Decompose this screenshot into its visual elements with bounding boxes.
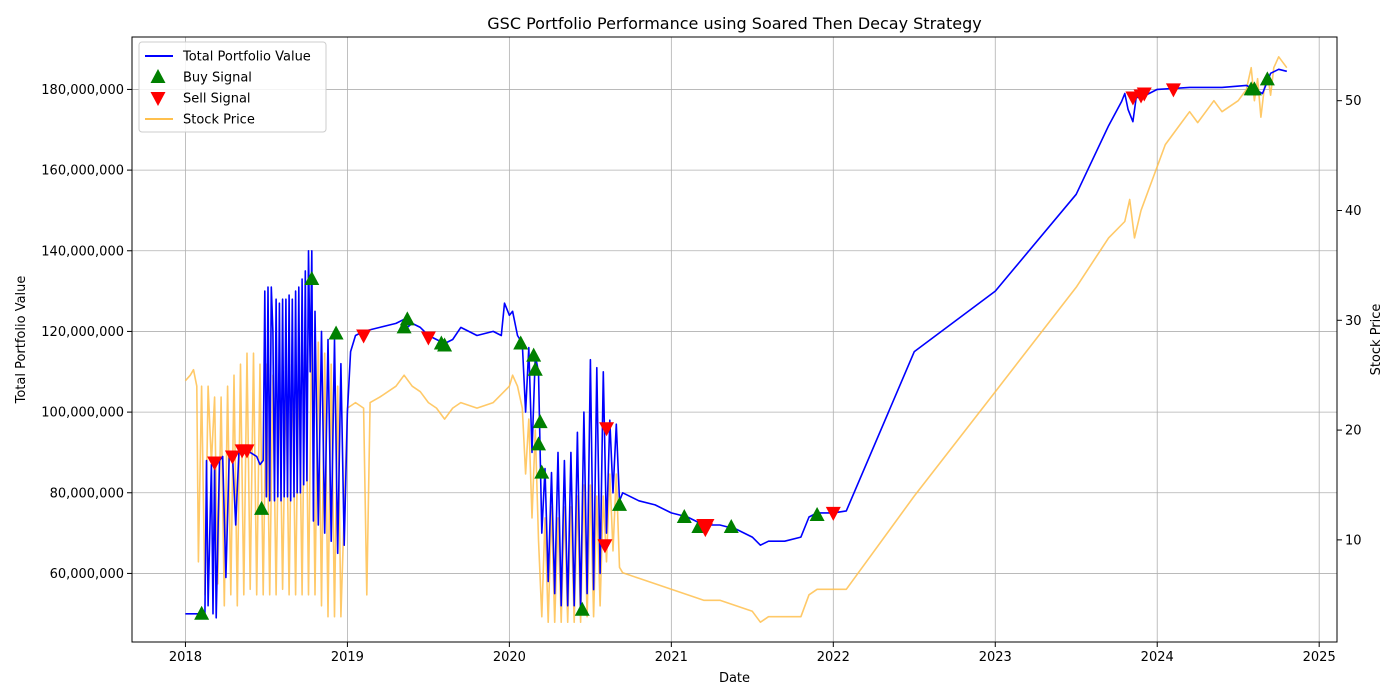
x-tick-label: 2018 (169, 650, 202, 665)
y-tick-label: 120,000,000 (41, 325, 124, 340)
y-tick-label: 160,000,000 (41, 164, 124, 179)
buy-signal-marker-19 (809, 506, 825, 521)
y-axis-label-right: Stock Price (1369, 304, 1384, 376)
x-tick-label: 2025 (1303, 650, 1336, 665)
y-axis-left: 60,000,000 80,000,000 100,000,000 120,000,0… (41, 83, 132, 582)
signal-markers (194, 71, 1275, 620)
buy-signal-marker-11 (531, 436, 547, 451)
legend: Total Portfolio Value Buy Signal Sell Sign… (138, 41, 327, 133)
x-axis: 2018 2019 2020 2021 2022 2023 2024 2025 (169, 642, 1336, 665)
y2-tick-label: 40 (1345, 204, 1362, 219)
x-tick-label: 2021 (655, 650, 688, 665)
legend-buy-marker (150, 69, 166, 83)
legend-item-1: Buy Signal (150, 69, 252, 86)
y-tick-label: 100,000,000 (41, 406, 124, 421)
sell-signal-marker-1 (224, 450, 240, 465)
sell-signal-marker-10 (699, 519, 715, 534)
legend-item-2: Sell Signal (150, 92, 251, 107)
y2-tick-label: 50 (1345, 94, 1362, 109)
y2-tick-label: 30 (1345, 314, 1362, 329)
legend-item-3: Stock Price (145, 113, 255, 128)
legend-label: Total Portfolio Value (182, 50, 311, 65)
legend-label: Buy Signal (183, 71, 252, 86)
sell-signal-marker-7 (599, 422, 615, 437)
x-tick-label: 2024 (1141, 650, 1174, 665)
legend-label: Sell Signal (183, 92, 251, 107)
stock-price-line (184, 55, 1288, 624)
chart-title: GSC Portfolio Performance using Soared T… (487, 14, 981, 33)
grid (132, 37, 1337, 642)
buy-signal-marker-1 (254, 500, 270, 515)
sell-signal-marker-5 (420, 331, 436, 346)
buy-signal-marker-7 (437, 337, 453, 352)
y-tick-label: 80,000,000 (50, 486, 124, 501)
y-tick-label: 180,000,000 (41, 83, 124, 98)
portfolio-value-line (185, 68, 1287, 619)
portfolio-value-series (185, 68, 1287, 619)
stock-price-series (184, 55, 1288, 624)
sell-signal-marker-11 (825, 506, 841, 521)
x-tick-label: 2022 (817, 650, 850, 665)
y-tick-label: 140,000,000 (41, 244, 124, 259)
x-tick-label: 2019 (331, 650, 364, 665)
sell-signal-marker-14 (1136, 87, 1152, 102)
buy-signal-marker-8 (513, 335, 529, 350)
buy-signal-marker-0 (194, 605, 210, 620)
legend-item-0: Total Portfolio Value (145, 50, 311, 65)
buy-signal-marker-22 (1259, 71, 1275, 86)
buy-signal-marker-10 (527, 361, 543, 376)
y2-tick-label: 10 (1345, 533, 1362, 548)
buy-signal-marker-18 (723, 519, 739, 534)
buy-signal-marker-21 (1246, 81, 1262, 96)
legend-label: Stock Price (183, 113, 255, 128)
buy-signal-marker-3 (328, 325, 344, 340)
y-tick-label: 60,000,000 (50, 567, 124, 582)
buy-signal-marker-2 (304, 271, 320, 285)
buy-signal-marker-14 (574, 601, 590, 616)
plot-area-frame (131, 36, 1338, 643)
x-tick-label: 2023 (979, 650, 1012, 665)
buy-signal-marker-13 (534, 464, 550, 479)
y-axis-label-left: Total Portfolio Value (14, 276, 29, 405)
buy-signal-marker-4 (396, 319, 412, 334)
buy-signal-marker-12 (532, 414, 548, 429)
buy-signal-marker-5 (399, 311, 415, 326)
legend-box (138, 41, 327, 133)
buy-signal-marker-16 (676, 508, 692, 523)
legend-sell-marker (150, 92, 166, 106)
buy-signal-marker-9 (526, 347, 542, 362)
sell-signal-marker-15 (1165, 83, 1181, 98)
sell-signal-marker-3 (239, 444, 255, 459)
y-axis-right: 10 20 30 40 50 (1337, 94, 1362, 548)
sell-signal-marker-6 (597, 539, 613, 554)
x-axis-label: Date (719, 671, 750, 686)
sell-signal-marker-4 (356, 329, 372, 344)
buy-signal-marker-15 (612, 496, 628, 511)
y2-tick-label: 20 (1345, 424, 1362, 439)
sell-signal-marker-0 (207, 456, 223, 471)
x-tick-label: 2020 (493, 650, 526, 665)
